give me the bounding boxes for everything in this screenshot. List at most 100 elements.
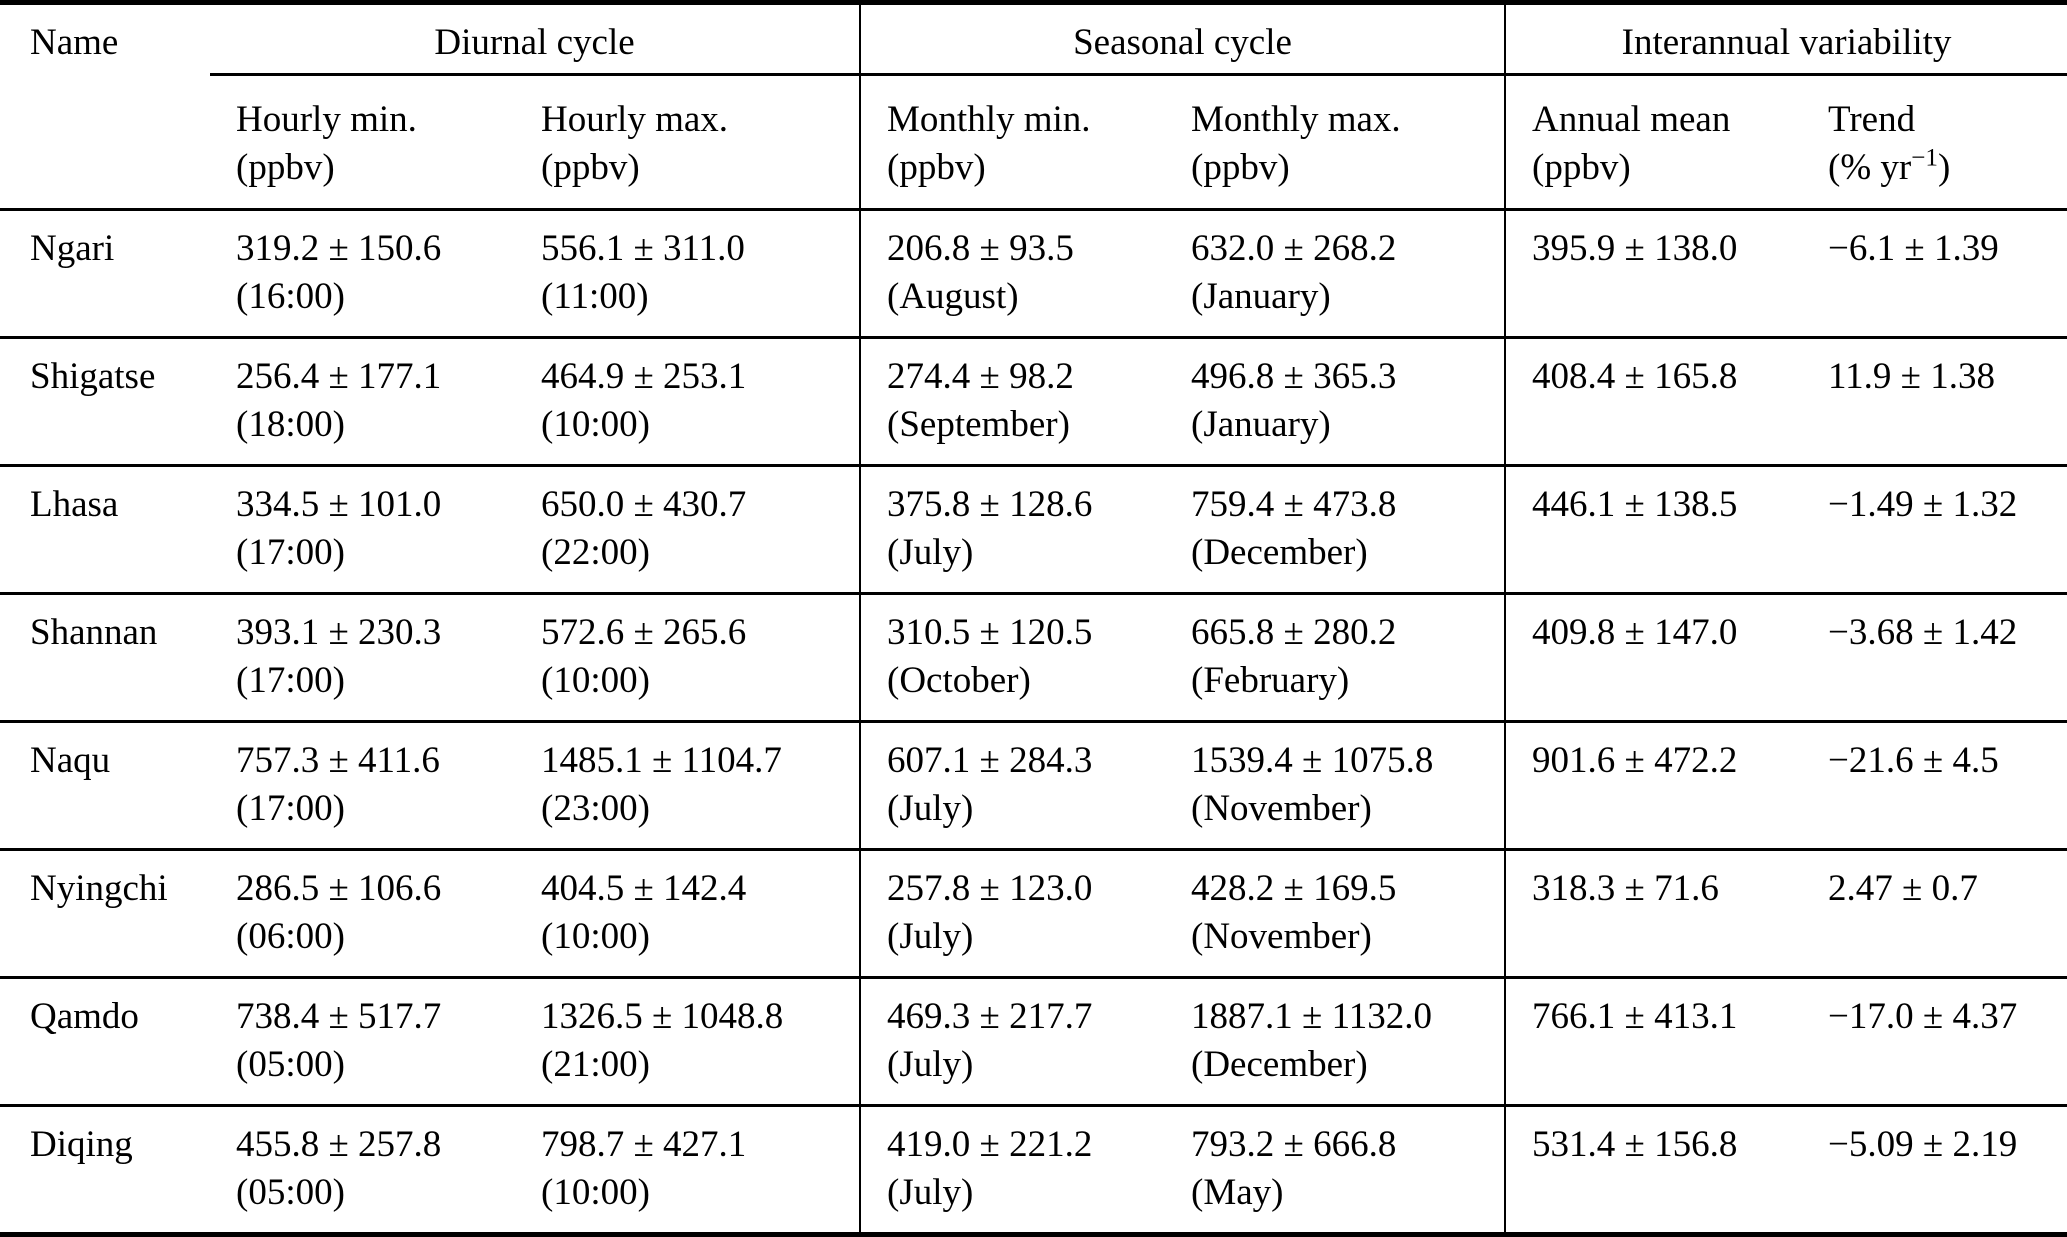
- monthly-max-month: (November): [1191, 916, 1372, 957]
- column-header-monthly-min: Monthly min. (ppbv): [859, 74, 1166, 211]
- monthly-min-month: (July): [887, 916, 974, 957]
- hourly-max-cell: 650.0 ± 430.7 (22:00): [515, 464, 861, 594]
- station-name: Ngari: [30, 228, 115, 269]
- monthly-min-value: 469.3 ± 217.7: [887, 996, 1093, 1037]
- hourly-min-value: 393.1 ± 230.3: [236, 612, 442, 653]
- column-header-hourly-min: Hourly min. (ppbv): [210, 74, 515, 211]
- column-header-hourly-min-label: Hourly min.: [236, 99, 417, 140]
- column-header-trend-unit: (% yr−1): [1828, 144, 2061, 192]
- hourly-min-time: (17:00): [236, 788, 345, 829]
- hourly-max-time: (11:00): [541, 276, 649, 317]
- column-header-monthly-max-unit: (ppbv): [1191, 147, 1290, 188]
- hourly-max-value: 1485.1 ± 1104.7: [541, 740, 782, 781]
- table-row: Diqing 455.8 ± 257.8 (05:00) 798.7 ± 427…: [0, 1104, 2067, 1235]
- sub-header-row: Hourly min. (ppbv) Hourly max. (ppbv) Mo…: [0, 74, 2067, 211]
- group-header-seasonal-cycle: Seasonal cycle: [859, 2, 1506, 76]
- station-name: Shigatse: [0, 336, 210, 466]
- column-header-monthly-min-label: Monthly min.: [887, 99, 1091, 140]
- trend-cell: 2.47 ± 0.7: [1810, 848, 2067, 978]
- group-header-row: Name Diurnal cycle Seasonal cycle Intera…: [0, 2, 2067, 211]
- monthly-min-month: (July): [887, 788, 974, 829]
- hourly-max-time: (10:00): [541, 660, 650, 701]
- trend-cell: −6.1 ± 1.39: [1828, 228, 1999, 269]
- hourly-max-value: 404.5 ± 142.4: [541, 868, 747, 909]
- monthly-min-cell: 257.8 ± 123.0 (July): [859, 848, 1166, 978]
- annual-mean-cell: 531.4 ± 156.8: [1504, 1104, 1811, 1235]
- hourly-max-value: 1326.5 ± 1048.8: [541, 996, 784, 1037]
- hourly-max-time: (10:00): [541, 1172, 650, 1213]
- monthly-min-value: 274.4 ± 98.2: [887, 356, 1074, 397]
- trend-unit-suffix: ): [1938, 147, 1951, 188]
- table-row: Shigatse 256.4 ± 177.1 (18:00) 464.9 ± 2…: [0, 336, 2067, 466]
- trend-cell: −5.09 ± 2.19: [1810, 1104, 2067, 1235]
- hourly-max-time: (22:00): [541, 532, 650, 573]
- column-header-name: Name: [0, 2, 210, 211]
- monthly-min-value: 419.0 ± 221.2: [887, 1124, 1093, 1165]
- monthly-max-cell: 759.4 ± 473.8 (December): [1165, 464, 1506, 594]
- station-name: Nyingchi: [0, 848, 210, 978]
- column-header-monthly-max-label: Monthly max.: [1191, 99, 1401, 140]
- hourly-min-value: 256.4 ± 177.1: [236, 356, 442, 397]
- monthly-min-value: 375.8 ± 128.6: [887, 484, 1093, 525]
- monthly-min-month: (August): [887, 276, 1019, 317]
- hourly-max-cell: 1326.5 ± 1048.8 (21:00): [515, 976, 861, 1106]
- monthly-max-cell: 1887.1 ± 1132.0 (December): [1165, 976, 1506, 1106]
- hourly-min-cell: 393.1 ± 230.3 (17:00): [210, 592, 515, 722]
- trend-unit-exponent: −1: [1911, 144, 1939, 172]
- monthly-min-value: 607.1 ± 284.3: [887, 740, 1093, 781]
- station-name: Qamdo: [0, 976, 210, 1106]
- hourly-min-value: 286.5 ± 106.6: [236, 868, 442, 909]
- hourly-max-value: 798.7 ± 427.1: [541, 1124, 747, 1165]
- hourly-min-time: (05:00): [236, 1044, 345, 1085]
- monthly-max-value: 496.8 ± 365.3: [1191, 356, 1397, 397]
- monthly-min-month: (July): [887, 532, 974, 573]
- hourly-min-time: (17:00): [236, 532, 345, 573]
- hourly-max-cell: 404.5 ± 142.4 (10:00): [515, 848, 861, 978]
- monthly-min-cell: 607.1 ± 284.3 (July): [859, 720, 1166, 850]
- monthly-max-month: (November): [1191, 788, 1372, 829]
- hourly-max-value: 650.0 ± 430.7: [541, 484, 747, 525]
- monthly-min-month: (October): [887, 660, 1031, 701]
- monthly-min-month: (September): [887, 404, 1070, 445]
- monthly-max-value: 759.4 ± 473.8: [1191, 484, 1397, 525]
- column-header-monthly-max: Monthly max. (ppbv): [1165, 74, 1506, 211]
- station-name: Naqu: [0, 720, 210, 850]
- hourly-max-time: (21:00): [541, 1044, 650, 1085]
- hourly-max-cell: 572.6 ± 265.6 (10:00): [515, 592, 861, 722]
- monthly-max-month: (January): [1191, 404, 1331, 445]
- group-header-diurnal-cycle: Diurnal cycle: [210, 2, 861, 76]
- monthly-max-month: (December): [1191, 1044, 1368, 1085]
- hourly-min-cell: 334.5 ± 101.0 (17:00): [210, 464, 515, 594]
- hourly-min-time: (18:00): [236, 404, 345, 445]
- hourly-min-value: 334.5 ± 101.0: [236, 484, 442, 525]
- monthly-max-month: (December): [1191, 532, 1368, 573]
- monthly-max-value: 793.2 ± 666.8: [1191, 1124, 1397, 1165]
- hourly-max-time: (10:00): [541, 404, 650, 445]
- hourly-min-time: (17:00): [236, 660, 345, 701]
- station-name: Shannan: [0, 592, 210, 722]
- table-row: Qamdo 738.4 ± 517.7 (05:00) 1326.5 ± 104…: [0, 976, 2067, 1106]
- hourly-min-cell: 319.2 ± 150.6 (16:00): [210, 210, 515, 338]
- column-header-hourly-min-unit: (ppbv): [236, 147, 335, 188]
- hourly-max-cell: 556.1 ± 311.0 (11:00): [515, 210, 860, 338]
- table-row: Lhasa 334.5 ± 101.0 (17:00) 650.0 ± 430.…: [0, 464, 2067, 594]
- trend-cell: −17.0 ± 4.37: [1810, 976, 2067, 1106]
- monthly-max-value: 632.0 ± 268.2: [1191, 228, 1397, 269]
- hourly-max-value: 572.6 ± 265.6: [541, 612, 747, 653]
- monthly-max-cell: 793.2 ± 666.8 (May): [1165, 1104, 1506, 1235]
- column-header-trend-label: Trend: [1828, 99, 1916, 140]
- trend-cell: −3.68 ± 1.42: [1810, 592, 2067, 722]
- column-header-trend: Trend (% yr−1): [1810, 74, 2067, 211]
- monthly-min-value: 310.5 ± 120.5: [887, 612, 1093, 653]
- monthly-min-month: (July): [887, 1044, 974, 1085]
- annual-mean-cell: 395.9 ± 138.0: [1504, 209, 1811, 338]
- monthly-min-value: 257.8 ± 123.0: [887, 868, 1093, 909]
- table-row: Nyingchi 286.5 ± 106.6 (06:00) 404.5 ± 1…: [0, 848, 2067, 978]
- monthly-max-cell: 1539.4 ± 1075.8 (November): [1165, 720, 1506, 850]
- column-header-annual-mean-label: Annual mean: [1532, 99, 1731, 140]
- trend-cell: −21.6 ± 4.5: [1810, 720, 2067, 850]
- column-header-hourly-max: Hourly max. (ppbv): [515, 74, 861, 211]
- monthly-min-value: 206.8 ± 93.5: [887, 228, 1074, 269]
- table-row: Naqu 757.3 ± 411.6 (17:00) 1485.1 ± 1104…: [0, 720, 2067, 850]
- trend-cell: −1.49 ± 1.32: [1810, 464, 2067, 594]
